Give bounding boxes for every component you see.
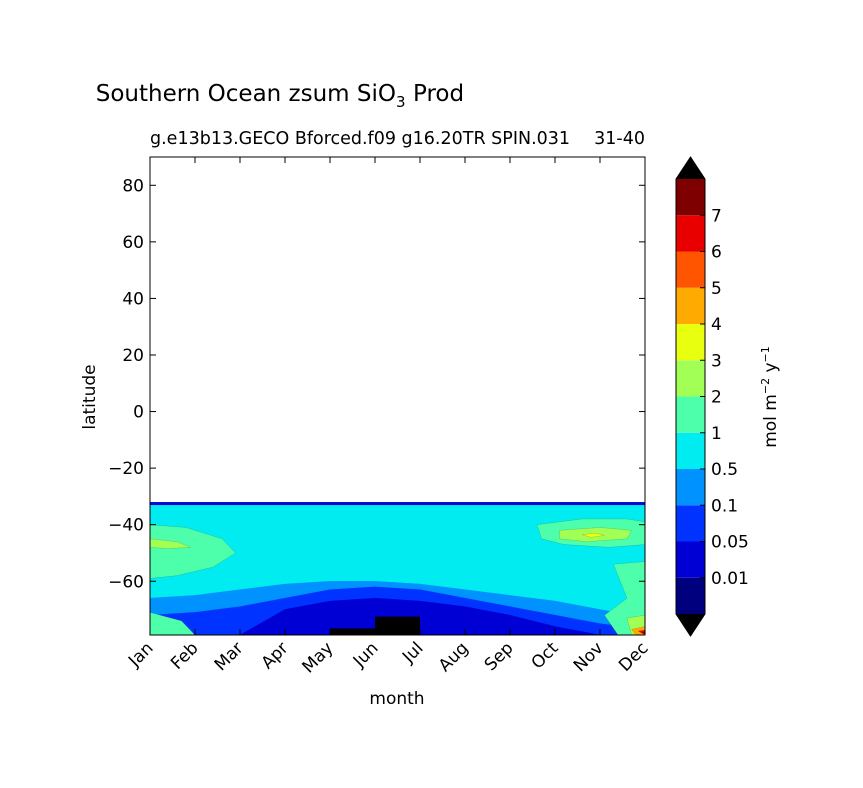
y-tick-label: −40 [108,516,144,536]
colorbar-under-arrow [676,614,705,636]
colorbar-segment [676,324,705,361]
colorbar-segment [676,287,705,324]
title-tail: Prod [413,81,464,107]
svg-text:Southern Ocean zsum SiO: Southern Ocean zsum SiO [96,81,396,107]
x-tick-label: Jan [124,638,157,671]
x-tick-label: Apr [258,638,293,673]
colorbar-over-arrow [676,157,705,179]
x-tick-label: Dec [615,638,652,675]
colorbar-outline [675,156,706,637]
x-tick-label: Jul [398,638,427,667]
colorbar-tick-label: 2 [711,388,722,408]
colorbar-label-exp1: −2 [759,378,772,394]
colorbar-segment [676,577,705,614]
plot-frame [149,156,646,636]
title-subscript: 3 [396,93,406,111]
x-tick-label: Aug [435,638,473,676]
colorbar-tick-label: 1 [711,424,722,444]
colorbar-label-mid: y [761,362,781,377]
colorbar-segment [676,396,705,433]
colorbar-tick-label: 4 [711,315,722,335]
contour-patch-4 [581,533,605,538]
plot-area [149,502,646,636]
colorbar-label: mol m−2 y−1 [759,346,781,448]
colorbar-tick-label: 0.05 [711,533,749,553]
svg-text:3: 3 [396,93,406,111]
colorbar-tick-label: 7 [711,206,722,226]
colorbar-tick-label: 0.01 [711,569,749,589]
x-tick-label: May [299,638,338,677]
contour-patch-0 [149,524,236,579]
x-tick-label: Jun [349,638,383,672]
y-tick-label: −20 [108,459,144,479]
x-tick-label: Nov [570,638,608,676]
colorbar-label-base: mol m [761,394,781,448]
colorbar-segment [676,360,705,397]
colorbar-segment [676,505,705,542]
x-tick-label: Feb [167,638,202,673]
y-tick-label: 0 [133,403,144,423]
x-tick-label: Oct [528,638,563,673]
title-main: Southern Ocean zsum SiO [96,81,396,107]
colorbar-segment [676,541,705,578]
colorbar-segment [676,469,705,506]
colorbar-tick-label: 0.1 [711,496,738,516]
colorbar-tick-label: 6 [711,243,722,263]
y-tick-label: 80 [122,176,144,196]
subtitle-right: 31-40 [594,129,645,149]
svg-text:Prod: Prod [413,81,464,107]
colorbar-segment [676,432,705,469]
y-tick-label: 40 [122,289,144,309]
x-tick-label: Mar [211,638,248,675]
y-axis-label: latitude [80,364,100,429]
colorbar-segment [676,215,705,252]
colorbar-tick-label: 3 [711,351,722,371]
y-tick-label: 20 [122,346,144,366]
subtitle-left: g.e13b13.GECO Bforced.f09 g16.20TR SPIN.… [150,129,570,149]
y-axis: 80 60 40 20 0 −20 −40 −60 [108,176,645,592]
contour-under-0 [330,616,420,635]
colorbar-tick-label: 5 [711,279,722,299]
colorbar-label-exp2: −1 [759,346,772,362]
colorbar-segment [676,179,705,216]
contour-boundary [150,502,645,506]
colorbar-segment [676,251,705,288]
chart-title: Southern Ocean zsum SiO 3 Prod [96,81,464,111]
x-tick-label: Sep [481,638,518,675]
colorbar-tick-label: 0.5 [711,460,738,480]
colorbar: 0.01 0.05 0.1 0.5 1 2 3 4 5 6 7 [675,156,749,637]
x-axis-label: month [369,689,424,709]
y-tick-label: 60 [122,233,144,253]
y-tick-label: −60 [108,572,144,592]
